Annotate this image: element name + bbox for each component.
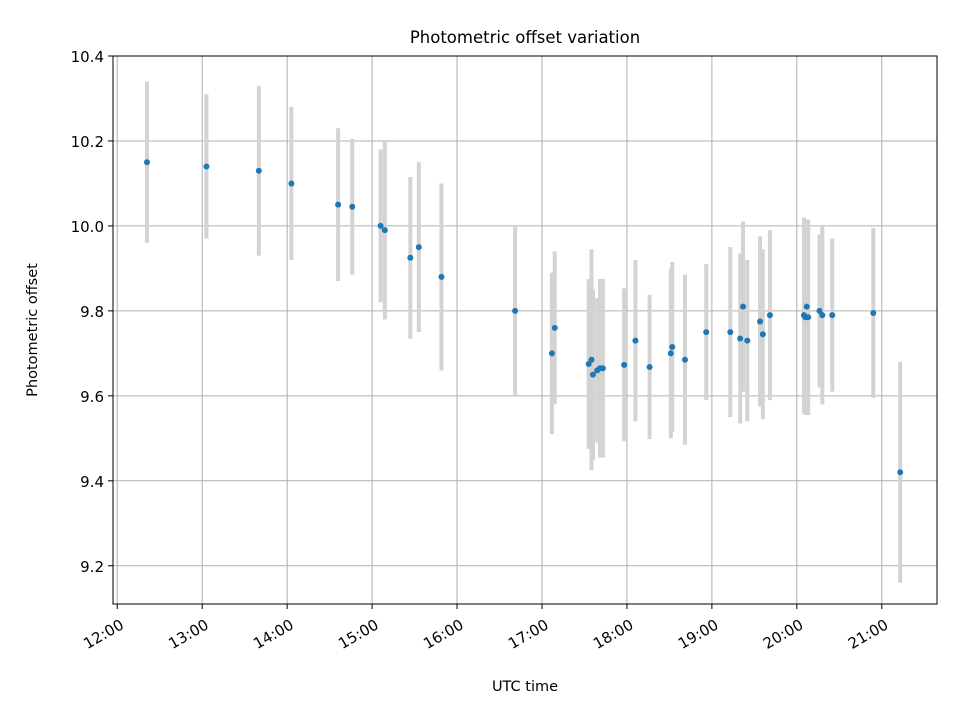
y-tick-label: 9.8 bbox=[80, 303, 104, 321]
data-point bbox=[757, 318, 764, 325]
data-point bbox=[737, 335, 744, 342]
data-point bbox=[759, 331, 766, 338]
data-point bbox=[377, 222, 384, 229]
data-point bbox=[203, 163, 210, 170]
data-point bbox=[897, 469, 904, 476]
data-point bbox=[589, 371, 596, 378]
data-point bbox=[805, 314, 812, 321]
data-point bbox=[407, 254, 414, 261]
data-point bbox=[255, 167, 262, 174]
data-point bbox=[681, 356, 688, 363]
data-point bbox=[551, 324, 558, 331]
data-point bbox=[703, 329, 710, 336]
data-point bbox=[632, 337, 639, 344]
y-tick-label: 10.4 bbox=[71, 48, 104, 66]
data-point bbox=[667, 350, 674, 357]
data-point bbox=[669, 343, 676, 350]
data-point bbox=[870, 310, 877, 317]
data-point bbox=[438, 273, 445, 280]
data-point bbox=[288, 180, 295, 187]
data-point bbox=[829, 312, 836, 319]
data-point bbox=[585, 360, 592, 367]
y-axis-label: Photometric offset bbox=[25, 263, 41, 397]
grid bbox=[113, 55, 937, 604]
data-point bbox=[766, 312, 773, 319]
data-point bbox=[415, 244, 422, 251]
data-point bbox=[143, 159, 150, 166]
x-axis-label: UTC time bbox=[492, 679, 558, 695]
y-tick-label: 10.2 bbox=[71, 133, 104, 151]
data-point bbox=[548, 350, 555, 357]
data-point bbox=[744, 337, 751, 344]
data-point bbox=[588, 356, 595, 363]
data-point bbox=[803, 303, 810, 310]
data-point bbox=[512, 307, 519, 314]
data-point bbox=[349, 203, 356, 210]
data-points bbox=[143, 159, 904, 476]
chart-title: Photometric offset variation bbox=[410, 28, 640, 47]
data-point bbox=[816, 307, 823, 314]
y-tick-label: 9.6 bbox=[80, 388, 104, 406]
data-point bbox=[599, 365, 606, 372]
data-point bbox=[381, 227, 388, 234]
y-tick-label: 10.0 bbox=[71, 218, 104, 236]
data-point bbox=[740, 303, 747, 310]
y-tick-label: 9.4 bbox=[80, 473, 104, 491]
y-tick-label: 9.2 bbox=[80, 558, 104, 576]
data-point bbox=[335, 201, 342, 208]
data-point bbox=[621, 361, 628, 368]
data-point bbox=[727, 329, 734, 336]
y-axis: 9.2 9.4 9.6 9.8 10.0 10.2 10.4 bbox=[71, 48, 113, 576]
data-point bbox=[819, 312, 826, 319]
plot-frame bbox=[112, 55, 938, 605]
data-point bbox=[646, 363, 653, 370]
